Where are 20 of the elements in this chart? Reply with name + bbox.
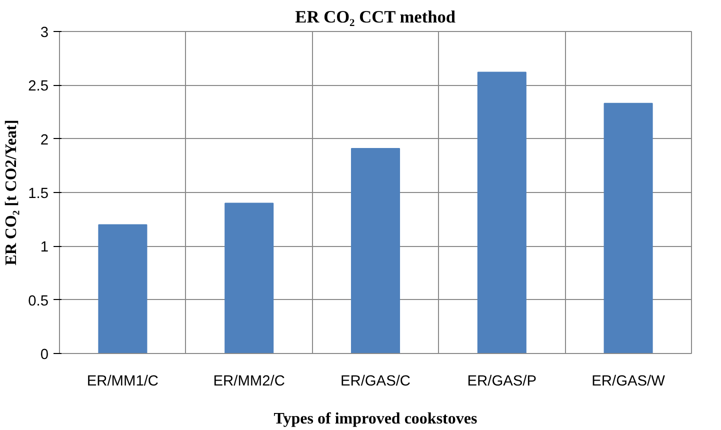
y-tick-label: 0 (40, 347, 49, 363)
y-tick-label: 3 (40, 25, 49, 41)
bar (350, 148, 400, 354)
y-tick-label: 2.5 (28, 78, 48, 95)
chart-title: ER CO₂ CCT method (295, 8, 456, 26)
bar (98, 224, 148, 354)
bar (224, 202, 274, 354)
x-tick-label: ER/MM2/C (213, 374, 286, 390)
x-axis-title: Types of improved cookstoves (274, 410, 478, 428)
x-tick-label: ER/GAS/C (340, 374, 411, 390)
y-tick-label: 0.5 (28, 293, 48, 310)
x-tick-label: ER/GAS/P (467, 374, 537, 390)
y-tick-label: 1.5 (28, 186, 48, 202)
y-tick-label: 1 (40, 240, 49, 256)
bar (604, 102, 653, 354)
x-tick-label: ER/MM1/C (86, 374, 159, 390)
x-tick-label: ER/GAS/W (592, 374, 666, 390)
y-tick-label: 2 (40, 132, 49, 148)
y-axis-title: ER CO₂ [t CO2/Yeat] (3, 120, 20, 266)
bar (477, 72, 526, 354)
